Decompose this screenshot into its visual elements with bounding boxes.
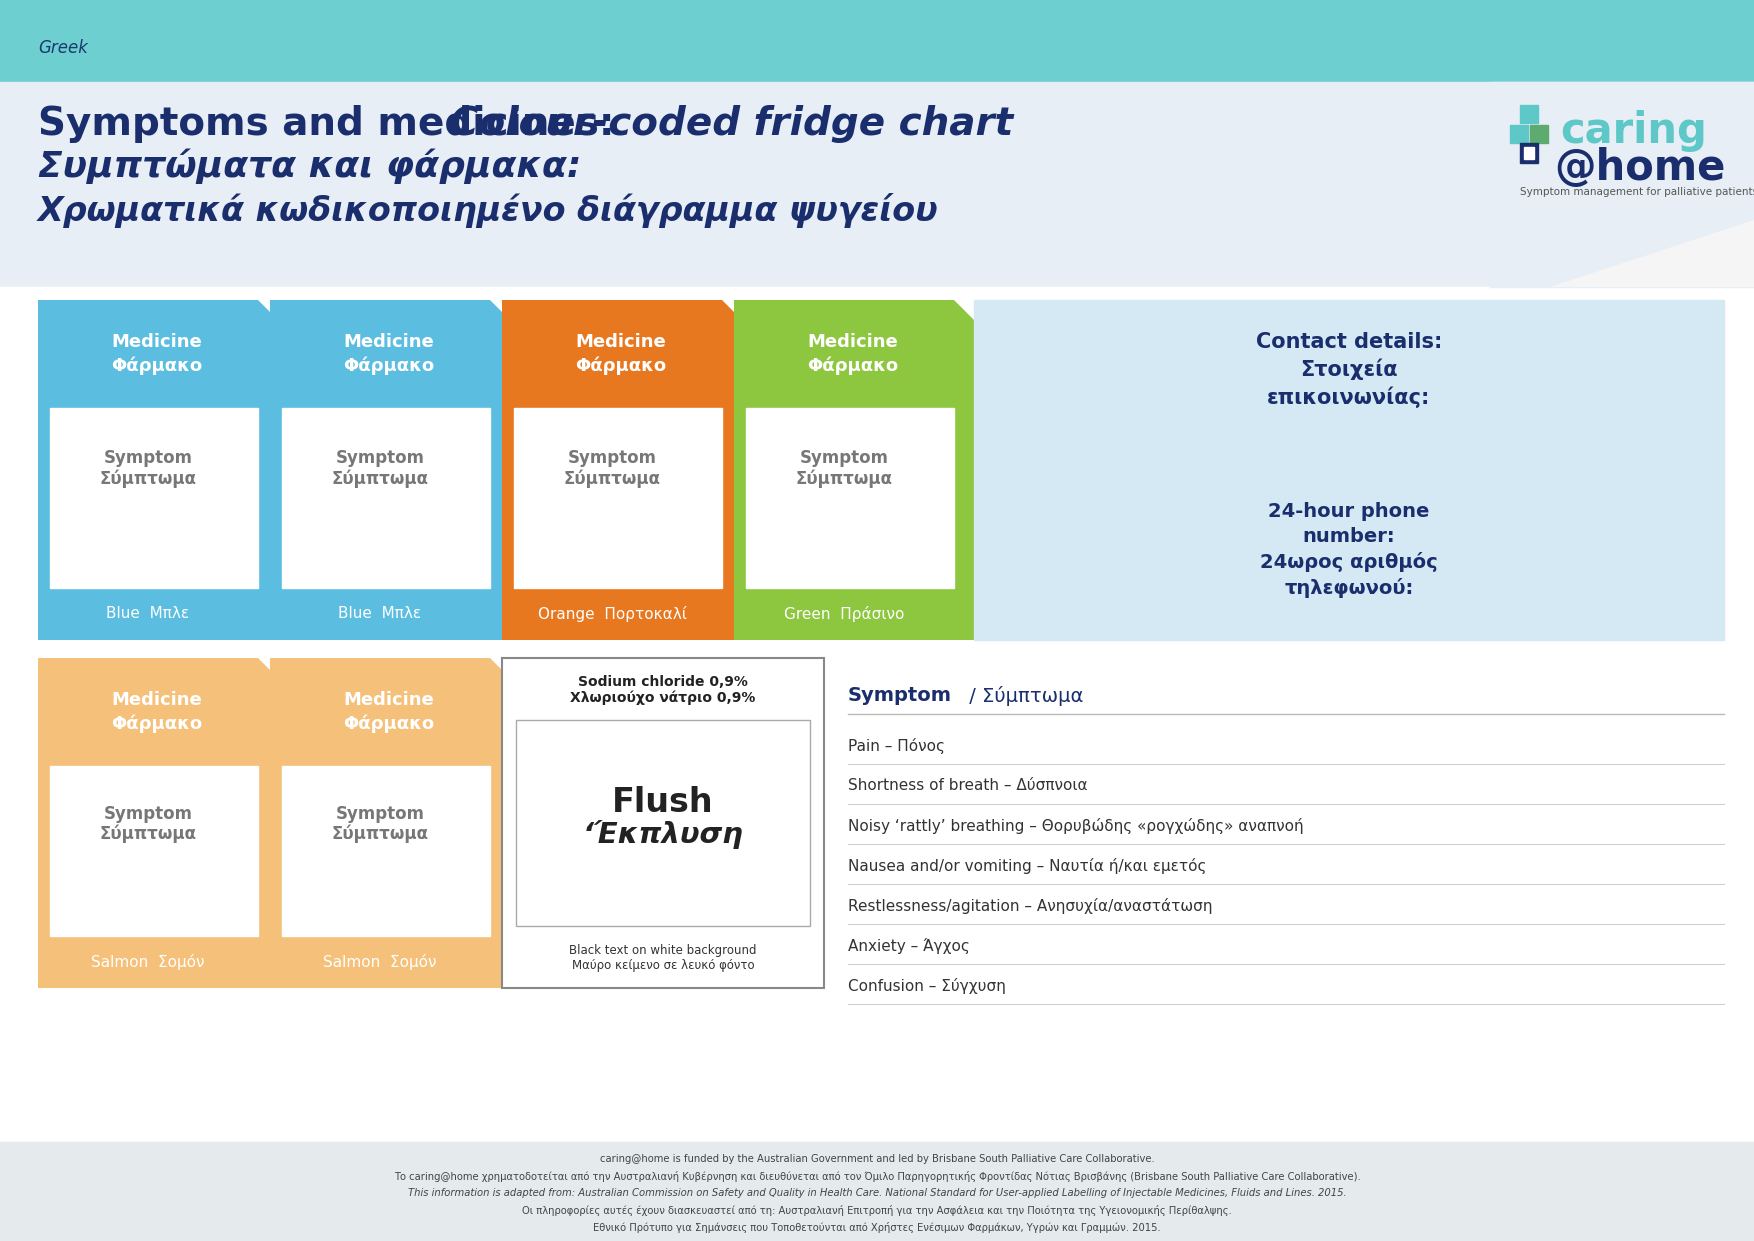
- Text: Nausea and/or vomiting – Ναυτία ή/και εμετός: Nausea and/or vomiting – Ναυτία ή/και εμ…: [847, 858, 1207, 874]
- Bar: [1529, 125, 1549, 143]
- Text: Σύμπτωμα: Σύμπτωμα: [332, 824, 428, 843]
- Bar: [282, 766, 489, 936]
- Text: Black text on white background
Μαύρο κείμενο σε λευκό φόντο: Black text on white background Μαύρο κεί…: [570, 944, 756, 972]
- Text: Σύμπτωμα: Σύμπτωμα: [100, 824, 196, 843]
- Bar: [51, 766, 258, 936]
- Text: Φάρμακο: Φάρμακο: [575, 356, 667, 375]
- Text: Pain – Πόνος: Pain – Πόνος: [847, 738, 945, 755]
- Text: Salmon  Σομόν: Salmon Σομόν: [91, 954, 205, 970]
- Text: Εθνικό Πρότυπο για Σημάνσεις που Τοποθετούνται από Χρήστες Ενέσιμων Φαρμάκων, Υγ: Εθνικό Πρότυπο για Σημάνσεις που Τοποθετ…: [593, 1222, 1161, 1234]
- Bar: [282, 408, 489, 588]
- Text: @home: @home: [1554, 146, 1726, 189]
- Text: This information is adapted from: Australian Commission on Safety and Quality in: This information is adapted from: Austra…: [407, 1188, 1347, 1198]
- Text: Φάρμακο: Φάρμακο: [807, 356, 898, 375]
- Text: Medicine: Medicine: [807, 333, 898, 351]
- Bar: [1489, 82, 1754, 287]
- Polygon shape: [39, 658, 295, 988]
- Text: Blue  Μπλε: Blue Μπλε: [339, 607, 421, 622]
- Text: Greek: Greek: [39, 38, 88, 57]
- Text: Οι πληροφορίες αυτές έχουν διασκευαστεί από τη: Αυστραλιανή Επιτροπή για την Ασφ: Οι πληροφορίες αυτές έχουν διασκευαστεί …: [523, 1205, 1231, 1216]
- Text: Medicine: Medicine: [344, 691, 435, 709]
- Bar: [0, 1142, 1754, 1241]
- Text: Medicine: Medicine: [112, 333, 202, 351]
- Text: caring: caring: [1559, 110, 1707, 151]
- Text: Symptom: Symptom: [568, 449, 656, 468]
- Text: Φάρμακο: Φάρμακο: [112, 356, 202, 375]
- Polygon shape: [733, 300, 989, 640]
- Text: Medicine: Medicine: [112, 691, 202, 709]
- Text: Symptom: Symptom: [103, 449, 193, 468]
- Text: Sodium chloride 0,9%
Χλωριούχο νάτριο 0,9%: Sodium chloride 0,9% Χλωριούχο νάτριο 0,…: [570, 675, 756, 705]
- Text: Συμπτώματα και φάρμακα:: Συμπτώματα και φάρμακα:: [39, 148, 581, 184]
- Text: 24-hour phone
number:
24ωρος αριθμός
τηλεφωνού:: 24-hour phone number: 24ωρος αριθμός τηλ…: [1259, 501, 1438, 598]
- Polygon shape: [270, 300, 526, 640]
- Text: Φάρμακο: Φάρμακο: [344, 715, 435, 733]
- Polygon shape: [1551, 220, 1754, 287]
- Text: Σύμπτωμα: Σύμπτωμα: [796, 469, 893, 488]
- Text: Symptom: Symptom: [847, 686, 952, 705]
- Text: Confusion – Σύγχυση: Confusion – Σύγχυση: [847, 978, 1005, 994]
- Bar: [516, 720, 810, 926]
- Text: Salmon  Σομόν: Salmon Σομόν: [323, 954, 437, 970]
- Bar: [0, 82, 1754, 287]
- Text: Restlessness/agitation – Ανησυχία/αναστάτωση: Restlessness/agitation – Ανησυχία/αναστά…: [847, 898, 1212, 915]
- Text: Το caring@home χρηματοδοτείται από την Αυστραλιανή Κυβέρνηση και διευθύνεται από: Το caring@home χρηματοδοτείται από την Α…: [393, 1172, 1361, 1181]
- Bar: [745, 408, 954, 588]
- Bar: [1524, 146, 1535, 159]
- Text: Symptom: Symptom: [103, 804, 193, 823]
- Text: ‘Έκπλυση: ‘Έκπλυση: [582, 820, 744, 849]
- Text: Σύμπτωμα: Σύμπτωμα: [563, 469, 661, 488]
- Bar: [0, 287, 1754, 1142]
- Polygon shape: [39, 300, 295, 640]
- Text: Shortness of breath – Δύσπνοια: Shortness of breath – Δύσπνοια: [847, 778, 1087, 793]
- Bar: [514, 408, 723, 588]
- Text: Flush: Flush: [612, 786, 714, 819]
- Text: Noisy ‘rattly’ breathing – Θορυβώδης «ρογχώδης» αναπνοή: Noisy ‘rattly’ breathing – Θορυβώδης «ρο…: [847, 818, 1303, 834]
- Text: Σύμπτωμα: Σύμπτωμα: [100, 469, 196, 488]
- Text: Green  Πράσινο: Green Πράσινο: [784, 606, 905, 622]
- Text: / Σύμπτωμα: / Σύμπτωμα: [963, 686, 1084, 706]
- Bar: [1521, 143, 1538, 163]
- Polygon shape: [502, 300, 758, 640]
- Text: Orange  Πορτοκαλί: Orange Πορτοκαλί: [537, 606, 686, 622]
- Text: Symptom: Symptom: [800, 449, 889, 468]
- Text: Symptom: Symptom: [335, 449, 424, 468]
- Text: Anxiety – Άγχος: Anxiety – Άγχος: [847, 938, 970, 954]
- Bar: [502, 658, 824, 988]
- Text: Σύμπτωμα: Σύμπτωμα: [332, 469, 428, 488]
- Bar: [51, 408, 258, 588]
- Text: Contact details:
Στοιχεία
επικοινωνίας:: Contact details: Στοιχεία επικοινωνίας:: [1256, 331, 1442, 408]
- Text: Symptom management for palliative patients: Symptom management for palliative patien…: [1521, 187, 1754, 197]
- Text: Medicine: Medicine: [344, 333, 435, 351]
- Bar: [0, 0, 1754, 82]
- Text: Colour-coded fridge chart: Colour-coded fridge chart: [451, 105, 1014, 143]
- Text: Symptom: Symptom: [335, 804, 424, 823]
- Text: Symptoms and medicines:: Symptoms and medicines:: [39, 105, 628, 143]
- Bar: [1521, 105, 1538, 123]
- Bar: [973, 300, 1724, 640]
- Text: caring@home is funded by the Australian Government and led by Brisbane South Pal: caring@home is funded by the Australian …: [600, 1154, 1154, 1164]
- Text: Χρωματικά κωδικοποιημένο διάγραμμα ψυγείου: Χρωματικά κωδικοποιημένο διάγραμμα ψυγεί…: [39, 194, 938, 228]
- Text: Φάρμακο: Φάρμακο: [344, 356, 435, 375]
- Polygon shape: [270, 658, 526, 988]
- Bar: [1510, 125, 1528, 143]
- Text: Blue  Μπλε: Blue Μπλε: [107, 607, 189, 622]
- Text: Medicine: Medicine: [575, 333, 667, 351]
- Text: Φάρμακο: Φάρμακο: [112, 715, 202, 733]
